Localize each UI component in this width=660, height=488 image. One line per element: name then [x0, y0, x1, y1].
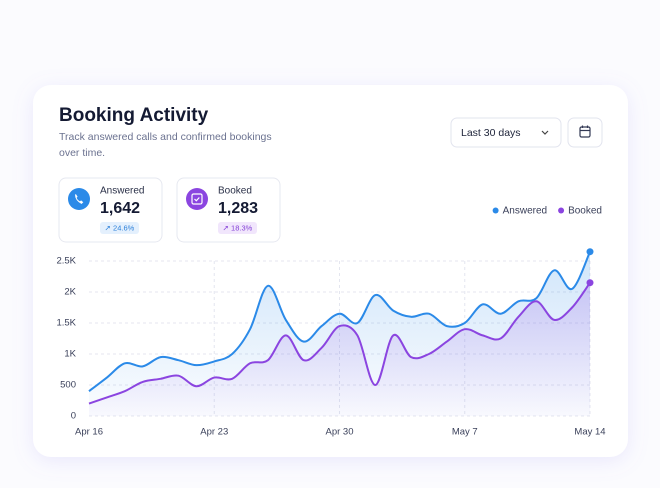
- end-point: [586, 248, 594, 256]
- line: [88, 282, 591, 405]
- area: [89, 282, 590, 416]
- chevron: [541, 130, 549, 135]
- x-tick-label: Apr 16: [75, 427, 103, 438]
- stat-change: ↗ 18.3%: [223, 223, 253, 232]
- y-tick-label: 1.5K: [56, 318, 76, 329]
- chart-title: Booking Activity: [59, 105, 209, 126]
- legend-swatch: [492, 207, 499, 214]
- end-point: [586, 279, 594, 287]
- legend-label: Booked: [568, 206, 602, 217]
- y-tick-label: 500: [60, 380, 76, 391]
- y-tick-label: 2.5K: [56, 256, 76, 267]
- x-tick-label: May 7: [452, 427, 478, 438]
- y-tick-label: 0: [71, 411, 76, 422]
- range-label: Last 30 days: [461, 127, 521, 139]
- range-dropdown[interactable]: [450, 117, 562, 148]
- y-tick-label: 2K: [64, 287, 76, 298]
- stat-label: Answered: [100, 186, 144, 197]
- legend-label: Answered: [503, 206, 547, 217]
- stat-card: Booked 1,283 ↗ 18.3%: [176, 177, 281, 243]
- line: [88, 251, 591, 392]
- calendar-button[interactable]: [567, 117, 603, 148]
- x-tick-label: Apr 30: [326, 427, 354, 438]
- stat-card: Answered 1,642 ↗ 24.6%: [58, 177, 163, 243]
- x-tick-label: Apr 23: [200, 427, 228, 438]
- stat-value: 1,283: [218, 200, 258, 217]
- stat-change: ↗ 24.6%: [105, 223, 135, 232]
- calendar-icon: [579, 125, 591, 138]
- y-tick-label: 1K: [64, 349, 76, 360]
- stat-label: Booked: [218, 186, 252, 197]
- stat-value: 1,642: [100, 200, 140, 217]
- chart-subtitle: Track answered calls and confirmed booki…: [59, 131, 272, 159]
- legend-swatch: [558, 207, 565, 214]
- x-tick-label: May 14: [574, 427, 605, 438]
